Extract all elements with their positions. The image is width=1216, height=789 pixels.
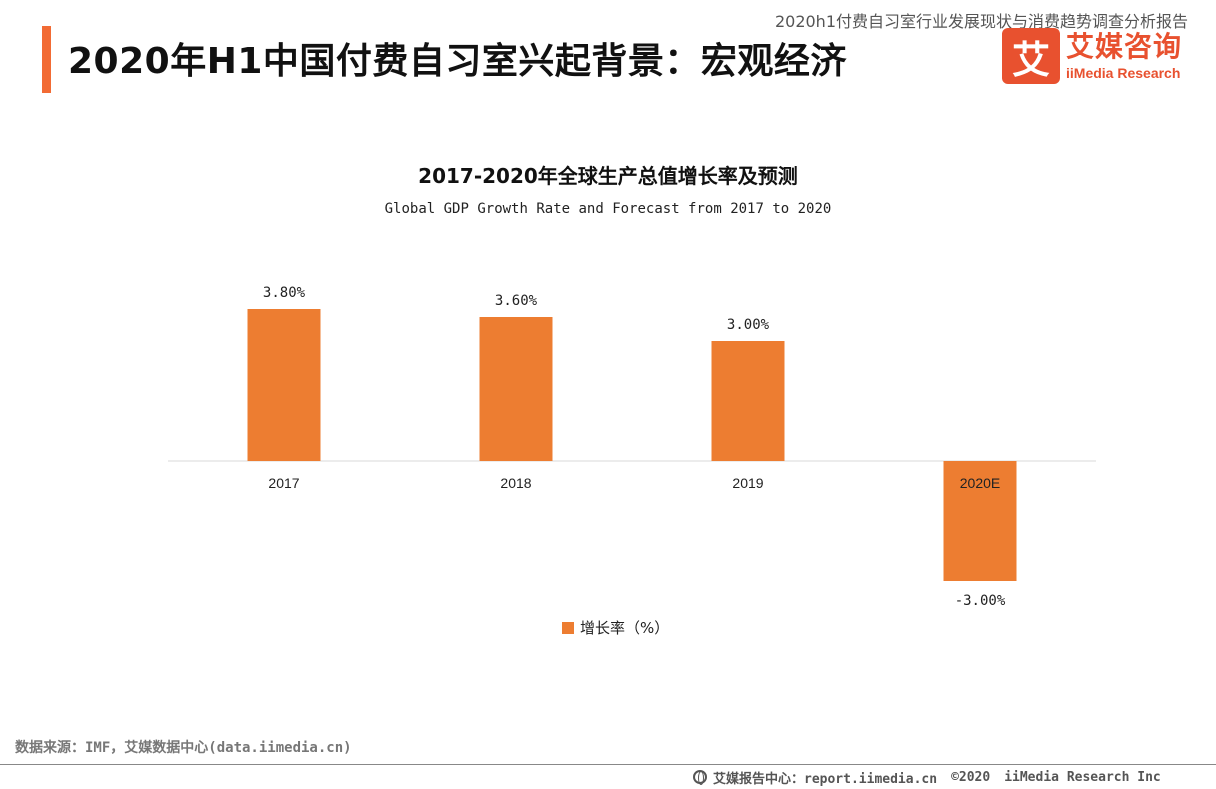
footer: 艾媒报告中心：report.iimedia.cn ©2020 iiMedia R… (693, 766, 1175, 788)
data-label-2017: 3.80% (263, 285, 306, 301)
footer-company: iiMedia Research Inc (1004, 769, 1161, 785)
globe-icon (693, 770, 707, 785)
category-label-2019: 2019 (732, 475, 763, 491)
footer-divider (0, 764, 1216, 765)
page-title: 2020年H1中国付费自习室兴起背景：宏观经济 (68, 41, 847, 82)
logo-cn: 艾媒咨询 (1066, 29, 1183, 63)
category-label-2020E: 2020E (960, 475, 1000, 491)
chart-subtitle: Global GDP Growth Rate and Forecast from… (384, 201, 832, 217)
data-label-2020E: -3.00% (955, 593, 1006, 609)
data-source: 数据来源：IMF，艾媒数据中心(data.iimedia.cn) (15, 740, 352, 756)
report-name: 2020h1付费自习室行业发展现状与消费趋势调查分析报告 (774, 12, 1188, 31)
category-label-2018: 2018 (500, 475, 531, 491)
legend-swatch (562, 621, 574, 634)
chart-title: 2017-2020年全球生产总值增长率及预测 (418, 164, 798, 188)
category-label-2017: 2017 (268, 475, 299, 491)
logo-text: 艾媒咨询 iiMedia Research (1066, 29, 1183, 81)
logo-mark-icon: 艾 (1002, 28, 1060, 84)
data-label-2018: 3.60% (495, 293, 538, 309)
iimedia-logo: 艾 艾媒咨询 iiMedia Research (1002, 28, 1182, 84)
bar-2017 (247, 309, 321, 461)
title-accent-bar (42, 26, 51, 93)
bar-2019 (711, 341, 785, 461)
bar-2018 (479, 317, 553, 461)
bar-2020E (943, 461, 1017, 581)
chart-legend: 增长率（%） (562, 617, 669, 638)
footer-copyright: ©2020 (951, 769, 991, 785)
data-label-2019: 3.00% (727, 317, 770, 333)
legend-label: 增长率（%） (580, 619, 670, 637)
footer-report-center: 艾媒报告中心：report.iimedia.cn (713, 771, 938, 787)
logo-en: iiMedia Research (1066, 64, 1181, 81)
